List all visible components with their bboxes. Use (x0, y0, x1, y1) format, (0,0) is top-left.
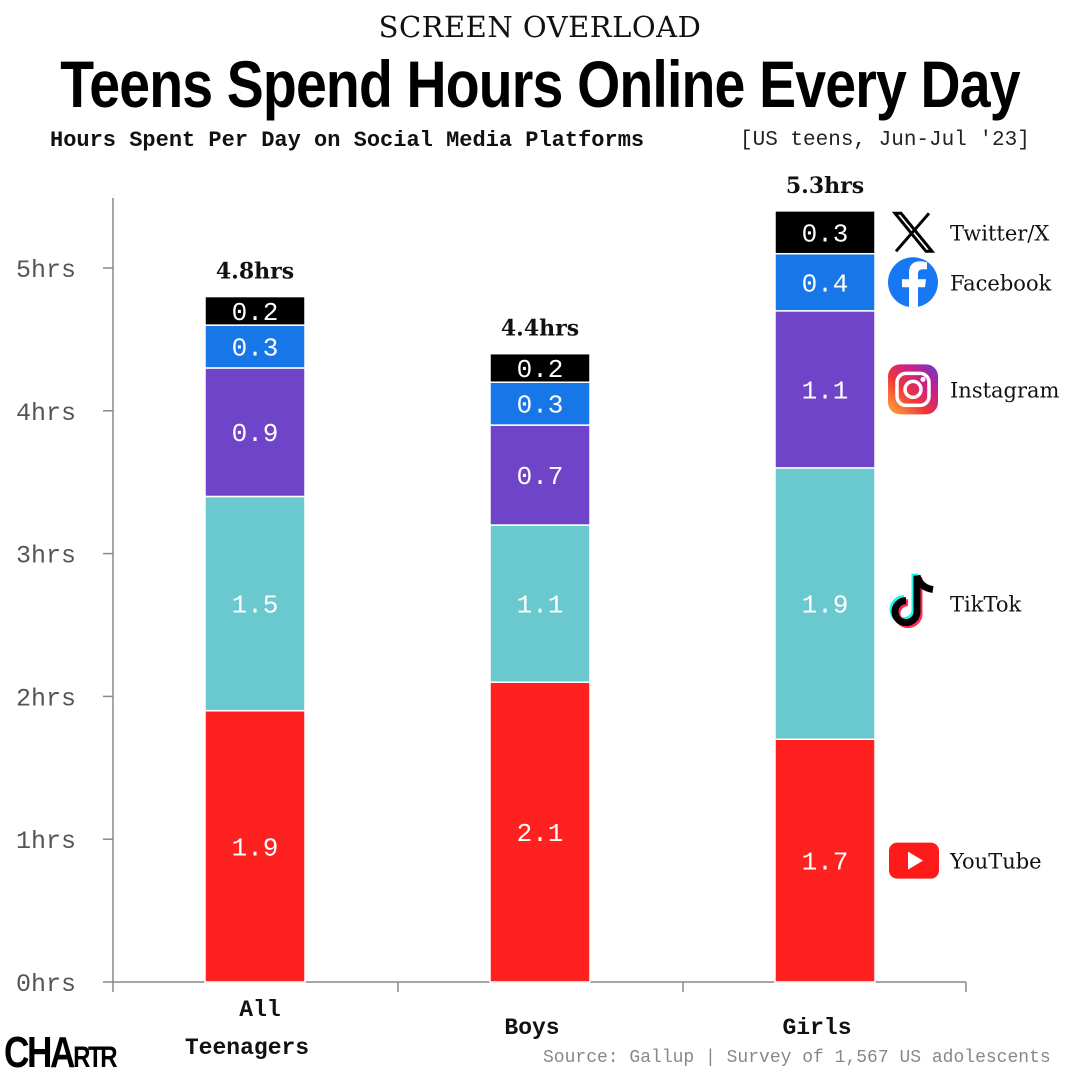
tiktok-icon (889, 573, 934, 629)
bar-segment-instagram (204, 367, 306, 498)
y-tick-label: 0hrs (16, 970, 76, 999)
bar-segment-twitterx (489, 352, 591, 383)
x-category-label: All (239, 997, 280, 1023)
y-tick-label: 1hrs (16, 827, 76, 856)
bar-segment-youtube (204, 709, 306, 983)
segment-value-label: 0.9 (232, 419, 279, 449)
segment-value-label: 0.2 (517, 355, 564, 385)
segment-value-label: 0.2 (232, 298, 279, 328)
segment-value-label: 0.7 (517, 462, 564, 492)
bar-segment-tiktok (204, 495, 306, 712)
x-icon (891, 211, 936, 253)
bar-segment-youtube (489, 681, 591, 983)
bar-total-label: 4.8hrs (216, 259, 294, 285)
y-tick-label: 5hrs (16, 256, 76, 285)
chart-note: [US teens, Jun-Jul '23] (740, 129, 1030, 152)
x-category-label: Girls (782, 1015, 851, 1041)
source-text: Source: Gallup | Survey of 1,567 US adol… (543, 1048, 1051, 1068)
segment-value-label: 0.4 (802, 269, 849, 299)
youtube-icon (889, 842, 939, 879)
bar-segment-facebook (204, 324, 306, 369)
bar-segment-facebook (774, 252, 876, 312)
segment-value-label: 0.3 (517, 391, 564, 421)
bar-segment-twitterx (204, 295, 306, 326)
chart-title: Teens Spend Hours Online Every Day (60, 47, 1020, 121)
segment-value-label: 2.1 (517, 819, 564, 849)
segment-value-label: 1.9 (802, 591, 849, 621)
legend-label: Instagram (950, 378, 1060, 402)
kicker: SCREEN OVERLOAD (378, 10, 702, 44)
x-category-label: Boys (504, 1015, 559, 1041)
legend-label: Twitter/X (950, 221, 1049, 245)
legend-label: Facebook (950, 271, 1052, 295)
segment-value-label: 0.3 (232, 334, 279, 364)
bar-segment-instagram (489, 424, 591, 526)
segment-value-label: 0.3 (802, 219, 849, 249)
y-tick-label: 3hrs (16, 542, 76, 571)
bar-segment-tiktok (774, 467, 876, 740)
bar-segment-tiktok (489, 524, 591, 683)
bar-segment-instagram (774, 310, 876, 469)
segment-value-label: 1.9 (232, 833, 279, 863)
legend-label: TikTok (950, 593, 1021, 617)
segment-value-label: 1.7 (802, 848, 849, 878)
segment-value-label: 1.5 (232, 591, 279, 621)
segment-value-label: 1.1 (517, 591, 564, 621)
instagram-icon (888, 364, 938, 415)
bar-segment-youtube (774, 738, 876, 983)
segment-value-label: 1.1 (802, 376, 849, 406)
bar-segment-twitterx (774, 210, 876, 255)
legend-label: YouTube (949, 850, 1042, 874)
y-tick-label: 2hrs (16, 684, 76, 713)
chartr-logo: CHARTR (4, 1028, 118, 1077)
bar-total-label: 4.4hrs (501, 316, 579, 342)
facebook-icon (888, 257, 938, 308)
x-category-label: Teenagers (185, 1035, 309, 1061)
chart-subtitle: Hours Spent Per Day on Social Media Plat… (50, 128, 645, 153)
y-tick-label: 4hrs (16, 399, 76, 428)
bar-total-label: 5.3hrs (786, 173, 864, 199)
bar-segment-facebook (489, 381, 591, 426)
